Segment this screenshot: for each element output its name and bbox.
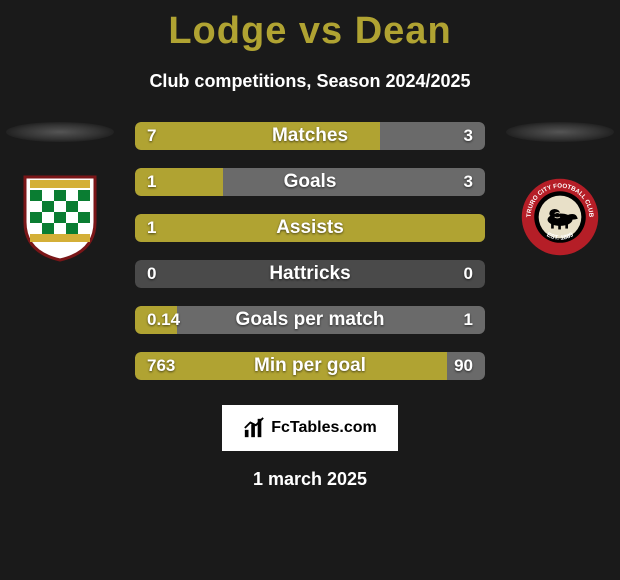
stat-bars: 7Matches31Goals31Assists0Hattricks00.14G… [135, 122, 485, 380]
bar-value-right: 90 [454, 356, 473, 376]
team-right-wrap: TRURO CITY FOOTBALL CLUB EST. 1889 [500, 122, 620, 262]
title-vs: vs [299, 10, 343, 52]
shadow-left [6, 122, 114, 142]
shield-left-icon [20, 172, 100, 262]
subtitle: Club competitions, Season 2024/2025 [0, 71, 620, 92]
title-left: Lodge [168, 10, 287, 52]
page-title: Lodge vs Dean [0, 0, 620, 53]
bar-value-right: 3 [464, 172, 473, 192]
bar-label: Assists [135, 217, 485, 239]
stat-row: 763Min per goal90 [135, 352, 485, 380]
team-right-badge: TRURO CITY FOOTBALL CLUB EST. 1889 [520, 172, 600, 262]
chart-icon [243, 417, 265, 439]
stat-row: 7Matches3 [135, 122, 485, 150]
bar-label: Goals [135, 171, 485, 193]
date-text: 1 march 2025 [0, 469, 620, 490]
stat-row: 1Assists [135, 214, 485, 242]
attribution-text: FcTables.com [271, 419, 377, 437]
bar-label: Min per goal [135, 355, 485, 377]
bar-value-right: 3 [464, 126, 473, 146]
title-right: Dean [355, 10, 452, 52]
crest-right-icon: TRURO CITY FOOTBALL CLUB EST. 1889 [520, 172, 600, 262]
bar-value-right: 0 [464, 264, 473, 284]
bar-value-right: 1 [464, 310, 473, 330]
bar-label: Hattricks [135, 263, 485, 285]
stat-row: 0.14Goals per match1 [135, 306, 485, 334]
bar-label: Matches [135, 125, 485, 147]
comparison-content: TRURO CITY FOOTBALL CLUB EST. 1889 7Matc… [0, 122, 620, 380]
team-left-badge [20, 172, 100, 262]
stat-row: 0Hattricks0 [135, 260, 485, 288]
team-left-wrap [0, 122, 120, 262]
bar-label: Goals per match [135, 309, 485, 331]
attribution-badge: FcTables.com [222, 405, 398, 451]
shadow-right [506, 122, 614, 142]
stat-row: 1Goals3 [135, 168, 485, 196]
